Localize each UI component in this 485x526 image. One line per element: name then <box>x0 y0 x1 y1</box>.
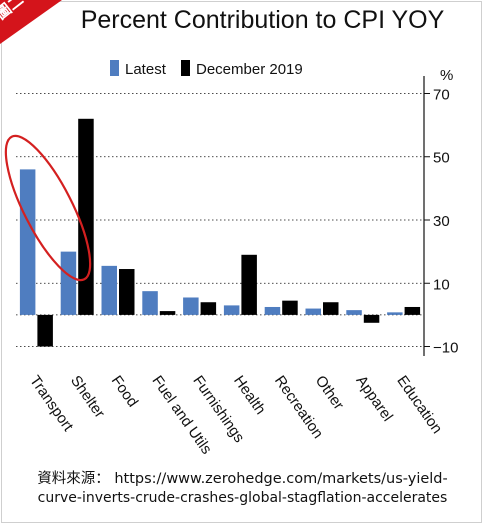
chart-title: Percent Contribution to CPI YOY <box>80 6 445 34</box>
bar <box>37 314 53 347</box>
x-tick-label: Education <box>393 373 445 437</box>
x-tick-label: Other <box>312 373 347 413</box>
highlight-ellipse <box>4 134 92 282</box>
legend-label: December 2019 <box>196 61 303 78</box>
bar <box>363 314 380 323</box>
x-tick-label: Shelter <box>67 373 108 422</box>
bar <box>346 310 362 315</box>
bar <box>159 311 176 315</box>
legend-layer: Latest December 2019 <box>110 60 303 78</box>
y-tick-label: 10 <box>433 276 450 293</box>
bar <box>101 265 117 315</box>
y-unit-label: % <box>440 67 453 84</box>
bar <box>78 118 94 315</box>
x-tick-label: Apparel <box>353 373 397 425</box>
source-url-line1: https://www.zerohedge.com/markets/us-yie… <box>114 471 448 487</box>
y-tick-label: 70 <box>433 86 450 103</box>
grid-layer <box>16 93 424 347</box>
y-tick-label: −10 <box>433 340 458 357</box>
bar <box>404 306 421 315</box>
bar <box>223 305 240 315</box>
bar <box>282 300 298 315</box>
bar <box>119 269 135 315</box>
bar <box>60 251 77 315</box>
x-tick-label: Health <box>230 373 269 418</box>
source-caption: 資料來源： https://www.zerohedge.com/markets/… <box>0 470 485 508</box>
annotation-layer <box>4 134 92 282</box>
bar <box>19 169 36 315</box>
bar <box>142 291 158 315</box>
bar <box>387 312 403 315</box>
legend-label: Latest <box>125 61 167 78</box>
bar <box>264 306 281 315</box>
source-url-line2: curve-inverts-crude-crashes-global-stagf… <box>37 490 448 506</box>
legend-swatch <box>181 60 190 76</box>
bar <box>323 302 339 315</box>
source-prefix: 資料來源： <box>37 471 110 487</box>
bars-layer <box>19 118 421 347</box>
bar <box>183 297 199 315</box>
legend-swatch <box>110 60 119 76</box>
y-tick-label: 30 <box>433 213 450 230</box>
bar <box>305 308 321 315</box>
x-tick-label: Food <box>108 373 142 411</box>
bar <box>241 254 257 315</box>
bar <box>200 302 217 315</box>
y-tick-label: 50 <box>433 150 450 167</box>
